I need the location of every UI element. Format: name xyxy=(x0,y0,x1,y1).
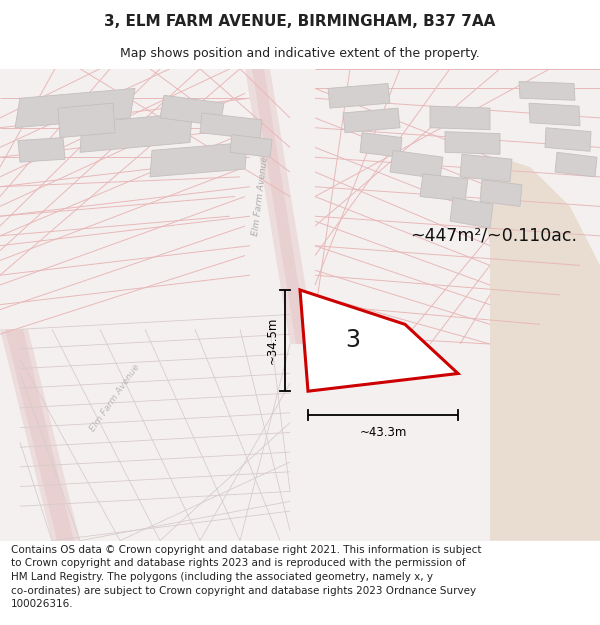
Text: ~447m²/~0.110ac.: ~447m²/~0.110ac. xyxy=(410,227,577,245)
Polygon shape xyxy=(150,142,247,177)
Polygon shape xyxy=(80,113,192,152)
Polygon shape xyxy=(58,103,115,138)
Polygon shape xyxy=(15,88,135,127)
Text: 3, ELM FARM AVENUE, BIRMINGHAM, B37 7AA: 3, ELM FARM AVENUE, BIRMINGHAM, B37 7AA xyxy=(104,14,496,29)
Text: 3: 3 xyxy=(345,328,360,352)
Polygon shape xyxy=(200,113,262,139)
Polygon shape xyxy=(430,106,490,130)
Polygon shape xyxy=(529,103,580,126)
Text: ~43.3m: ~43.3m xyxy=(359,426,407,439)
Polygon shape xyxy=(328,84,390,108)
Polygon shape xyxy=(245,69,315,344)
Text: Map shows position and indicative extent of the property.: Map shows position and indicative extent… xyxy=(120,48,480,61)
Polygon shape xyxy=(445,132,500,154)
Polygon shape xyxy=(160,95,224,126)
Text: ~34.5m: ~34.5m xyxy=(266,317,279,364)
Polygon shape xyxy=(450,198,493,228)
Text: Elm Farm Avenue: Elm Farm Avenue xyxy=(88,362,142,433)
Polygon shape xyxy=(230,134,272,158)
Polygon shape xyxy=(420,174,468,201)
Polygon shape xyxy=(480,180,522,206)
Polygon shape xyxy=(300,290,458,391)
Polygon shape xyxy=(480,158,600,541)
Polygon shape xyxy=(545,127,591,151)
Polygon shape xyxy=(5,329,74,541)
Text: Elm Farm Avenue: Elm Farm Avenue xyxy=(251,156,269,237)
Polygon shape xyxy=(360,132,402,158)
Polygon shape xyxy=(343,108,400,132)
Polygon shape xyxy=(460,154,512,182)
Polygon shape xyxy=(555,152,597,177)
Polygon shape xyxy=(252,69,308,344)
Polygon shape xyxy=(390,151,443,179)
Polygon shape xyxy=(18,138,65,162)
Polygon shape xyxy=(519,81,575,100)
Polygon shape xyxy=(0,329,80,541)
Text: Contains OS data © Crown copyright and database right 2021. This information is : Contains OS data © Crown copyright and d… xyxy=(11,545,481,609)
